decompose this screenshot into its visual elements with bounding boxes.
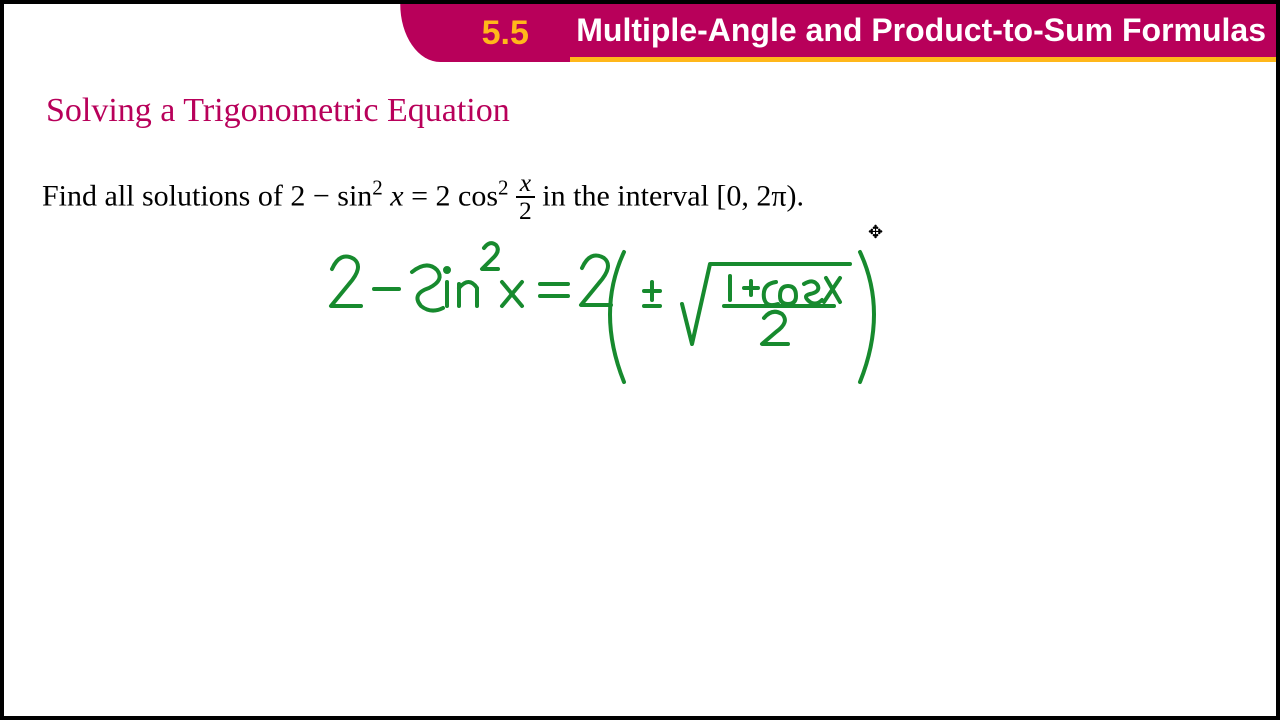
problem-statement: Find all solutions of 2 − sin2 x = 2 cos… bbox=[42, 172, 804, 225]
interval-text: in the interval [0, 2π). bbox=[535, 179, 804, 212]
handwritten-work bbox=[304, 234, 924, 414]
page: 5.5 Multiple-Angle and Product-to-Sum Fo… bbox=[4, 4, 1276, 716]
section-number-badge: 5.5 bbox=[440, 4, 570, 62]
move-cursor-icon: ✥ bbox=[868, 222, 883, 243]
section-banner-title: Multiple-Angle and Product-to-Sum Formul… bbox=[570, 4, 1276, 62]
chapter-banner: 5.5 Multiple-Angle and Product-to-Sum Fo… bbox=[440, 4, 1276, 62]
problem-prefix: Find all solutions of bbox=[42, 179, 290, 212]
frac-den: 2 bbox=[516, 198, 535, 224]
section-number: 5.5 bbox=[482, 14, 529, 53]
example-title: Solving a Trigonometric Equation bbox=[46, 92, 510, 130]
frac-num: x bbox=[516, 170, 535, 198]
